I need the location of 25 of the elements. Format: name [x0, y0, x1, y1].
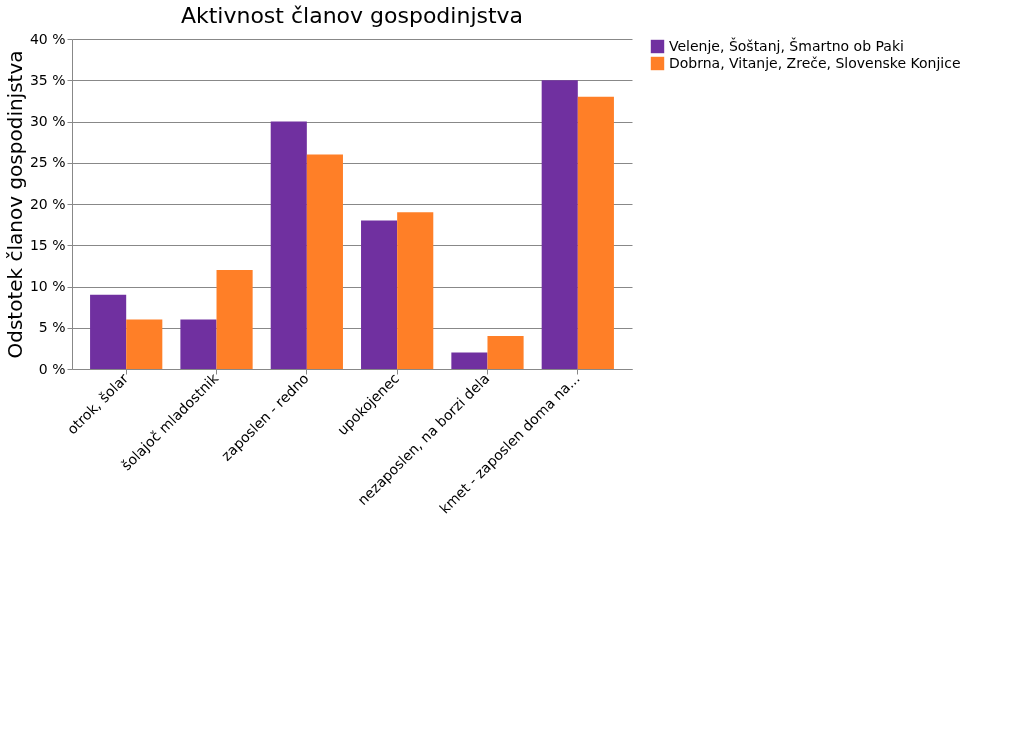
legend-label: Dobrna, Vitanje, Zreče, Slovenske Konjice [669, 54, 961, 71]
bar [451, 352, 488, 369]
chart-title: Aktivnost članov gospodinjstva [180, 3, 524, 28]
y-tick-label: 30 % [29, 113, 66, 129]
bar [487, 336, 524, 369]
y-tick-label: 15 % [29, 236, 66, 253]
bar [180, 319, 217, 369]
y-tick-label: 40 % [29, 30, 66, 47]
y-tick-label: 35 % [29, 71, 66, 88]
bar [361, 220, 398, 369]
bar [216, 270, 253, 369]
y-tick-label: 25 % [29, 154, 66, 171]
y-axis-title: Odstotek članov gospodinjstva [2, 50, 27, 359]
bar [577, 96, 614, 369]
bar [397, 212, 434, 369]
bar [126, 319, 163, 369]
bar [306, 154, 343, 369]
y-tick-label: 0 % [38, 360, 66, 377]
y-tick-label: 10 % [29, 278, 66, 294]
y-tick-label: 20 % [29, 195, 66, 212]
bar [270, 121, 307, 369]
bar [90, 294, 127, 369]
bar [541, 80, 578, 369]
legend-label: Velenje, Šoštanj, Šmartno ob Paki [669, 36, 904, 54]
y-tick-label: 5 % [38, 319, 66, 336]
